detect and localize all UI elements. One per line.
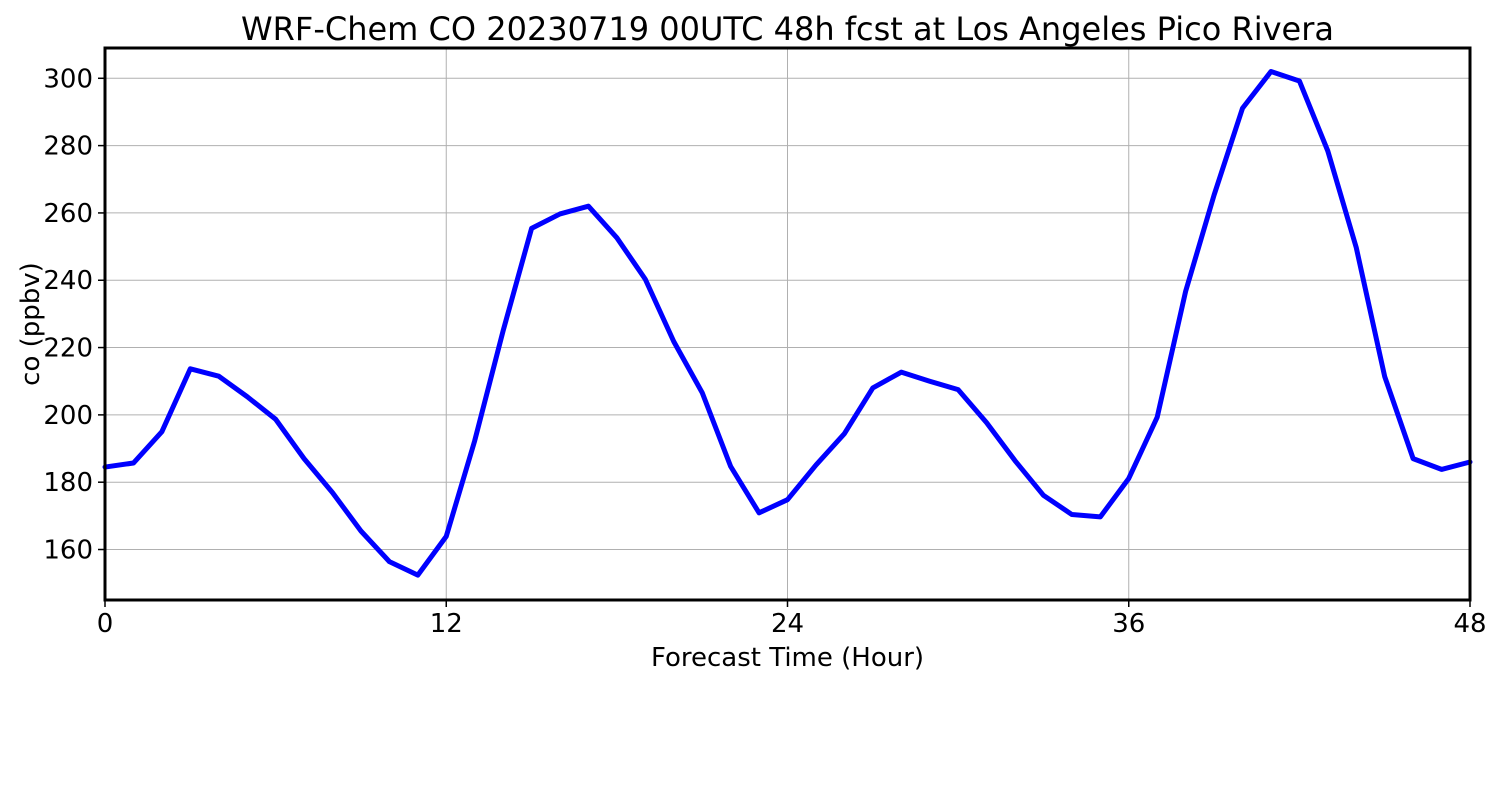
y-tick-label: 200 — [43, 401, 93, 431]
chart-title: WRF-Chem CO 20230719 00UTC 48h fcst at L… — [241, 10, 1334, 48]
x-tick-label: 0 — [97, 609, 114, 639]
y-tick-label: 180 — [43, 468, 93, 498]
series-group — [102, 69, 1473, 578]
y-tick-label: 240 — [43, 266, 93, 296]
grid-lines — [104, 48, 1471, 600]
x-tick-label: 24 — [771, 609, 804, 639]
y-tick-label: 220 — [43, 334, 93, 364]
x-axis-label: Forecast Time (Hour) — [651, 643, 924, 673]
x-tick-label: 12 — [430, 609, 463, 639]
y-tick-label: 280 — [43, 132, 93, 162]
co-series-line — [102, 69, 1473, 578]
y-tick-label: 300 — [43, 64, 93, 94]
y-axis-label: co (ppbv) — [16, 262, 46, 386]
y-tick-label: 160 — [43, 536, 93, 566]
x-tick-label: 48 — [1453, 609, 1486, 639]
x-tick-label: 36 — [1112, 609, 1145, 639]
y-tick-label: 260 — [43, 199, 93, 229]
axis-ticks: 0 12 24 36 48 160 180 200 220 240 260 280 300 — [43, 64, 1486, 639]
